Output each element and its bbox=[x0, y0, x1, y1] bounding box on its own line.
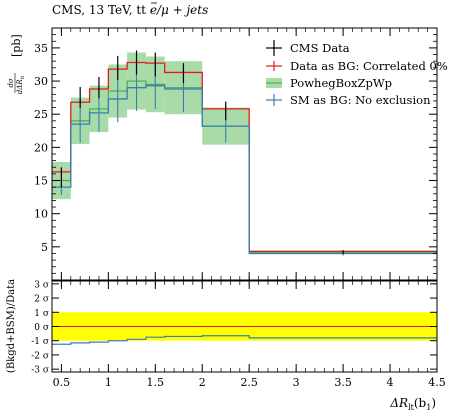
xtick-label: 1 bbox=[105, 376, 112, 389]
xlabel-end: ) bbox=[431, 396, 436, 410]
legend-item-sm-as-bg: SM as BG: No exclusion bbox=[266, 93, 431, 107]
cms-data-point bbox=[135, 50, 138, 75]
ratio-ytick-label: -2 σ bbox=[31, 351, 49, 361]
xtick-label: 4.5 bbox=[428, 376, 446, 389]
legend-item-data-as-bg: Data as BG: Correlated 0% bbox=[266, 59, 448, 73]
main-ytick-label: 5 bbox=[41, 241, 48, 254]
ratio-ytick-label: -1 σ bbox=[31, 337, 49, 347]
xtick-label: 3 bbox=[293, 376, 300, 389]
legend-item-powheg: PowhegBoxZpWp bbox=[266, 76, 392, 90]
ratio-ytick-label: 2 σ bbox=[34, 295, 49, 305]
xtick-label: 2.5 bbox=[240, 376, 258, 389]
main-frame bbox=[51, 27, 438, 281]
ratio-ytick-label: 3 σ bbox=[34, 280, 49, 290]
main-ytick-label: 10 bbox=[34, 208, 48, 221]
xtick-label: 0.5 bbox=[53, 376, 71, 389]
legend-label-sm-as-bg: SM as BG: No exclusion bbox=[290, 93, 431, 107]
legend-label-powheg: PowhegBoxZpWp bbox=[290, 76, 392, 90]
legend-item-cms-data: CMS Data bbox=[266, 40, 350, 56]
xlabel: ΔRlt(b1) bbox=[389, 396, 436, 412]
main-ytick-label: 15 bbox=[34, 175, 48, 188]
main-ytick-label: 30 bbox=[34, 75, 48, 88]
cms-data-point bbox=[98, 77, 100, 99]
xtick-label: 3.5 bbox=[334, 376, 352, 389]
cms-data-point bbox=[225, 101, 227, 121]
xlabel-suffix: (b bbox=[414, 396, 427, 410]
xlabel-suffix-sub: 1 bbox=[426, 403, 431, 412]
chart-header: CMS, 13 TeV, tt e/μ + jets bbox=[52, 3, 208, 17]
ylabel-numerator: dσ bbox=[7, 78, 15, 87]
ylabel-den-text: dΔR bbox=[16, 79, 24, 95]
cms-data-point bbox=[154, 52, 156, 77]
ylabel-unit: [pb] bbox=[10, 34, 23, 57]
xlabel-sub: lt bbox=[408, 403, 415, 412]
main-ytick-label: 35 bbox=[34, 42, 48, 55]
xtick-label: 2 bbox=[199, 376, 206, 389]
cms-data-point bbox=[117, 55, 119, 80]
xtick-label: 1.5 bbox=[147, 376, 165, 389]
main-ytick-label: 25 bbox=[34, 108, 48, 121]
header-right-text: e/μ + jets bbox=[146, 3, 208, 17]
legend-label-cms-data: CMS Data bbox=[290, 41, 350, 55]
cms-data-point bbox=[342, 250, 344, 255]
cms-data-point bbox=[182, 63, 185, 84]
ylabel-denominator: dΔRlt bbox=[16, 76, 26, 94]
ratio-ylabel: (Bkgd+BSM)/Data bbox=[6, 279, 17, 373]
cms-data-point bbox=[79, 87, 81, 109]
ratio-panel: -3 σ -2 σ -1 σ 0 σ 1 σ 2 σ 3 σ 0.5 1 1.5 2 2.5 3 3.5 4… bbox=[31, 280, 446, 389]
ylabel-den-sub: lt bbox=[20, 76, 26, 80]
ratio-sm-line bbox=[52, 335, 437, 345]
main-ylabel: dσ dΔRlt [pb] bbox=[7, 34, 26, 94]
legend-label-data-as-bg: Data as BG: Correlated 0% bbox=[290, 59, 448, 73]
ratio-ytick-label: -3 σ bbox=[31, 366, 49, 376]
main-ytick-label: 20 bbox=[34, 141, 48, 154]
header-tbar: t bbox=[141, 3, 146, 17]
xtick-label: 4 bbox=[387, 376, 394, 389]
main-panel: 5 10 15 20 25 30 35 bbox=[34, 27, 438, 281]
legend: CMS Data Data as BG: Correlated 0% Powhe… bbox=[266, 40, 448, 107]
header-left-text: CMS, 13 TeV, t bbox=[52, 3, 141, 17]
ratio-ytick-label: 1 σ bbox=[34, 309, 49, 319]
xlabel-main: ΔR bbox=[389, 396, 408, 410]
cms-data-point bbox=[60, 167, 62, 188]
ratio-ytick-label: 0 σ bbox=[34, 323, 49, 333]
ratio-frame bbox=[51, 280, 438, 373]
